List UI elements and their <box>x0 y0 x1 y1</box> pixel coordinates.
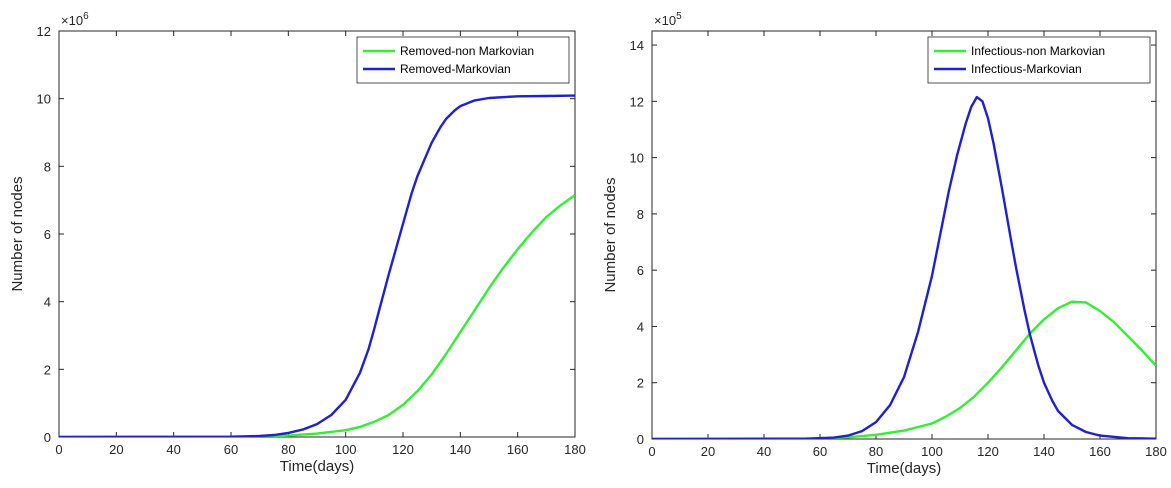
y-tick-label: 12 <box>37 24 51 39</box>
x-tick-label: 80 <box>281 442 295 457</box>
y-tick-label: 4 <box>637 319 644 334</box>
series-line-removed-markovian <box>59 94 575 437</box>
series-line-infectious-non-markovian <box>652 300 1156 439</box>
y-tick-label: 14 <box>630 38 644 53</box>
y-tick-label: 2 <box>637 376 644 391</box>
x-tick-label: 180 <box>564 442 586 457</box>
x-tick-label: 140 <box>1033 444 1055 459</box>
x-axis-title: Time(days) <box>280 458 354 475</box>
x-tick-label: 20 <box>109 442 123 457</box>
y-tick-label: 8 <box>44 159 51 174</box>
x-tick-label: 20 <box>701 444 715 459</box>
x-tick-label: 0 <box>648 444 655 459</box>
x-tick-label: 160 <box>1089 444 1111 459</box>
x-tick-label: 140 <box>449 442 471 457</box>
x-tick-label: 40 <box>757 444 771 459</box>
legend-label: Removed-Markovian <box>400 62 511 76</box>
y-tick-label: 6 <box>637 263 644 278</box>
plot-area <box>58 30 576 438</box>
legend-box <box>356 36 570 84</box>
legend-box <box>927 36 1151 84</box>
y-tick-label: 0 <box>637 432 644 447</box>
x-tick-label: 120 <box>392 442 414 457</box>
y-tick-label: 12 <box>630 94 644 109</box>
legend-label: Infectious-non Markovian <box>971 44 1105 58</box>
y-multiplier-base: ×10 <box>654 13 676 28</box>
legend-label: Infectious-Markovian <box>971 62 1082 76</box>
x-tick-label: 100 <box>921 444 943 459</box>
y-axis-title: Number of nodes <box>9 176 26 291</box>
x-axis-title: Time(days) <box>867 460 941 477</box>
x-tick-label: 180 <box>1145 444 1167 459</box>
x-tick-label: 40 <box>166 442 180 457</box>
y-multiplier: ×106 <box>61 11 89 28</box>
y-axis-title: Number of nodes <box>602 177 619 292</box>
x-tick-label: 80 <box>869 444 883 459</box>
y-tick-label: 0 <box>44 430 51 445</box>
series-line-infectious-markovian <box>652 95 1156 439</box>
x-tick-label: 60 <box>813 444 827 459</box>
y-tick-label: 10 <box>37 92 51 107</box>
x-tick-label: 160 <box>507 442 529 457</box>
y-tick-label: 4 <box>44 295 51 310</box>
y-multiplier: ×105 <box>654 11 682 28</box>
series-line-removed-non-markovian <box>59 194 575 437</box>
x-tick-label: 60 <box>224 442 238 457</box>
y-tick-label: 6 <box>44 227 51 242</box>
x-tick-label: 100 <box>335 442 357 457</box>
chart-infectious: 0 20 40 60 80 100 120 140 160 180 0 2 4 6 8 10 12 14 ×105 T… <box>602 11 1167 477</box>
y-multiplier-base: ×10 <box>61 13 83 28</box>
x-tick-label: 0 <box>55 442 62 457</box>
plot-area <box>651 30 1157 440</box>
legend-label: Removed-non Markovian <box>400 44 534 58</box>
y-multiplier-exponent: 5 <box>676 11 682 22</box>
chart-removed: 0 20 40 60 80 100 120 140 160 180024681012×106Tim… <box>9 11 586 475</box>
y-multiplier-exponent: 6 <box>83 11 89 22</box>
y-tick-label: 8 <box>637 207 644 222</box>
y-tick-label: 10 <box>630 151 644 166</box>
y-tick-label: 2 <box>44 362 51 377</box>
x-tick-label: 120 <box>977 444 999 459</box>
